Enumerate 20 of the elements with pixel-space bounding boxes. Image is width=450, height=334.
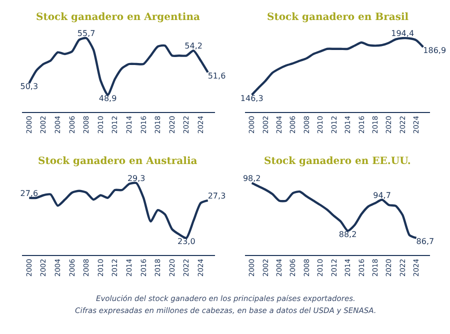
data-label: 27,6 — [20, 188, 38, 198]
chart-title: Stock ganadero en Australia — [38, 156, 198, 167]
data-label: 88,2 — [338, 230, 357, 239]
data-label: 54,2 — [184, 42, 202, 51]
data-label: 48,9 — [98, 94, 117, 103]
data-label: 146,3 — [240, 94, 264, 103]
data-label: 29,3 — [127, 174, 146, 184]
data-label: 186,9 — [423, 46, 446, 55]
chart-title: Stock ganadero en Brasil — [267, 12, 409, 23]
chart-title: Stock ganadero en EE.UU. — [264, 156, 411, 167]
chart-title: Stock ganadero en Argentina — [36, 12, 200, 23]
data-label: 98,2 — [242, 174, 261, 184]
data-label: 51,6 — [208, 71, 226, 80]
data-label: 55,7 — [77, 29, 96, 38]
data-label: 23,0 — [178, 236, 196, 246]
data-label: 86,7 — [416, 236, 434, 246]
data-label: 94,7 — [373, 190, 391, 200]
data-label: 27,3 — [208, 191, 226, 200]
data-label: 50,3 — [20, 82, 38, 92]
data-label: 194,4 — [391, 29, 414, 38]
